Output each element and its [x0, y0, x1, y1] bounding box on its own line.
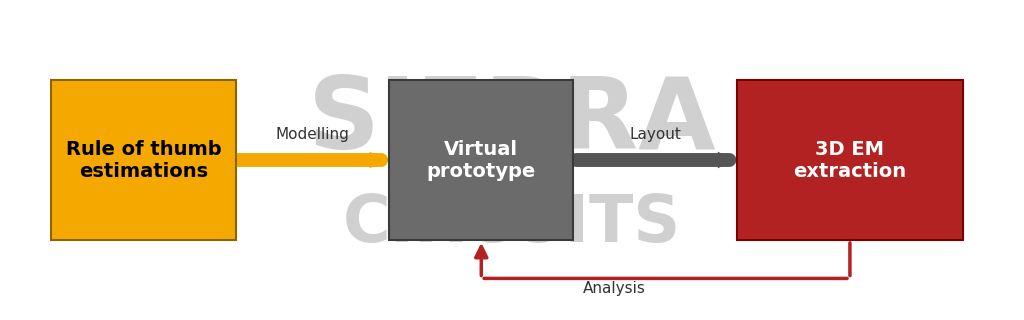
Text: CIRCUITS: CIRCUITS — [343, 192, 681, 256]
Text: Layout: Layout — [630, 127, 681, 142]
Text: Modelling: Modelling — [275, 127, 349, 142]
FancyBboxPatch shape — [737, 80, 963, 240]
FancyBboxPatch shape — [389, 80, 573, 240]
Text: Analysis: Analysis — [583, 281, 646, 295]
FancyBboxPatch shape — [51, 80, 236, 240]
Text: Virtual
prototype: Virtual prototype — [427, 140, 536, 180]
Text: 3D EM
extraction: 3D EM extraction — [794, 140, 906, 180]
Text: Rule of thumb
estimations: Rule of thumb estimations — [66, 140, 221, 180]
Text: SIERRA: SIERRA — [308, 73, 716, 170]
